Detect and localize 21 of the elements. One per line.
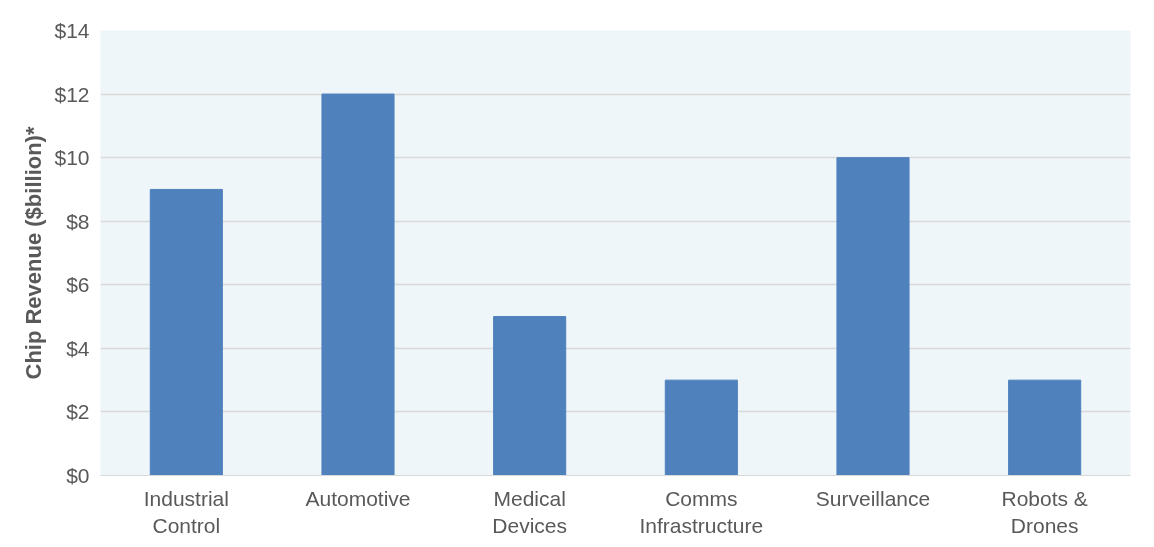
x-tick-label: Robots & Drones [1001, 486, 1088, 538]
y-tick-label: $0 [66, 464, 90, 487]
y-tick-label: $14 [54, 19, 90, 42]
y-tick-label: $10 [54, 146, 90, 170]
y-tick-label: $12 [54, 82, 90, 106]
bar [493, 316, 567, 476]
y-tick-label: $6 [66, 273, 90, 297]
x-tick-label: Industrial Control [143, 486, 229, 538]
bar [664, 379, 738, 476]
x-tick-label: Automotive [305, 486, 411, 510]
x-tick-label: Comms Infrastructure [639, 486, 764, 538]
y-axis-title: Chip Revenue ($billion)* [21, 126, 47, 380]
y-tick-label: $4 [66, 336, 90, 360]
x-tick-label: Medical Devices [492, 486, 568, 538]
y-tick-label: $8 [66, 209, 90, 233]
x-tick-label: Surveillance [815, 486, 931, 510]
y-tick-label: $2 [66, 400, 90, 424]
bar [149, 188, 223, 476]
bar [836, 157, 910, 476]
bar [1008, 379, 1082, 476]
bar [321, 93, 395, 476]
